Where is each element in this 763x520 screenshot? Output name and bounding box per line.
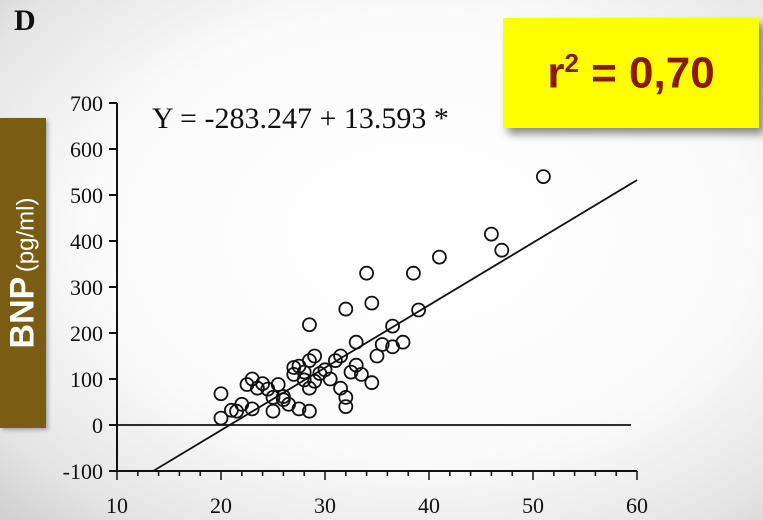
data-point <box>265 403 281 419</box>
y-tick-label: 600 <box>70 137 103 162</box>
data-point <box>307 348 323 364</box>
r-squared-value: = 0,70 <box>578 48 715 98</box>
r-squared-exponent: 2 <box>564 47 579 78</box>
data-point <box>213 386 229 402</box>
data-point <box>296 372 312 388</box>
axes: -100 0 100 200 300 400 500 600 700 10 20 30 40 50 60 <box>63 91 648 518</box>
data-point <box>353 366 369 382</box>
r-squared-text: r2 = 0,70 <box>547 48 714 99</box>
panel-label: D <box>14 4 36 37</box>
data-point <box>536 169 551 185</box>
r-squared-box: r2 = 0,70 <box>503 18 759 128</box>
data-point <box>494 242 510 258</box>
x-tick-label: 60 <box>626 493 648 518</box>
regression-fit-line <box>152 179 638 472</box>
y-tick-label: 200 <box>70 321 103 346</box>
x-tick-label: 20 <box>210 493 232 518</box>
y-axis-label: BNP (pg/ml) <box>4 198 43 349</box>
data-point <box>213 410 229 426</box>
y-tick-label: 0 <box>92 413 103 438</box>
y-axis-label-unit: (pg/ml) <box>12 197 40 273</box>
y-tick-label: 700 <box>70 91 103 116</box>
data-points <box>213 169 551 426</box>
x-tick-label: 10 <box>106 493 128 518</box>
data-point <box>327 353 343 369</box>
x-tick-label: 50 <box>522 493 544 518</box>
data-point <box>483 226 499 242</box>
data-point <box>249 380 265 396</box>
data-point <box>244 401 260 417</box>
data-point <box>338 389 354 405</box>
data-point <box>348 334 364 350</box>
data-point <box>333 348 349 364</box>
y-tick-label: -100 <box>63 459 103 484</box>
data-point <box>270 377 286 392</box>
y-tick-label: 400 <box>70 229 103 254</box>
data-point <box>364 295 380 311</box>
data-point <box>338 301 354 317</box>
y-tick-label: 500 <box>70 183 103 208</box>
data-point <box>301 317 317 333</box>
x-tick-label: 30 <box>314 493 336 518</box>
y-tick-label: 300 <box>70 275 103 300</box>
data-point <box>301 353 317 369</box>
data-point <box>322 371 338 387</box>
data-point <box>364 375 380 391</box>
y-axis-label-box: BNP (pg/ml) <box>0 118 46 428</box>
data-point <box>291 401 307 417</box>
data-point <box>307 373 323 389</box>
regression-line <box>152 179 638 472</box>
data-point <box>359 265 375 281</box>
data-point <box>374 337 390 352</box>
y-tick-label: 100 <box>70 367 103 392</box>
regression-equation: Y = -283.247 + 13.593 * <box>152 102 449 135</box>
data-point <box>301 403 317 419</box>
x-tick-label: 40 <box>418 493 440 518</box>
data-point <box>395 334 411 350</box>
data-point <box>411 302 427 318</box>
data-point <box>275 389 291 404</box>
data-point <box>405 265 421 281</box>
data-point <box>338 399 354 415</box>
y-axis-label-main: BNP <box>3 276 42 349</box>
data-point <box>385 318 401 334</box>
data-point <box>431 249 447 265</box>
r-squared-prefix: r <box>547 48 565 98</box>
